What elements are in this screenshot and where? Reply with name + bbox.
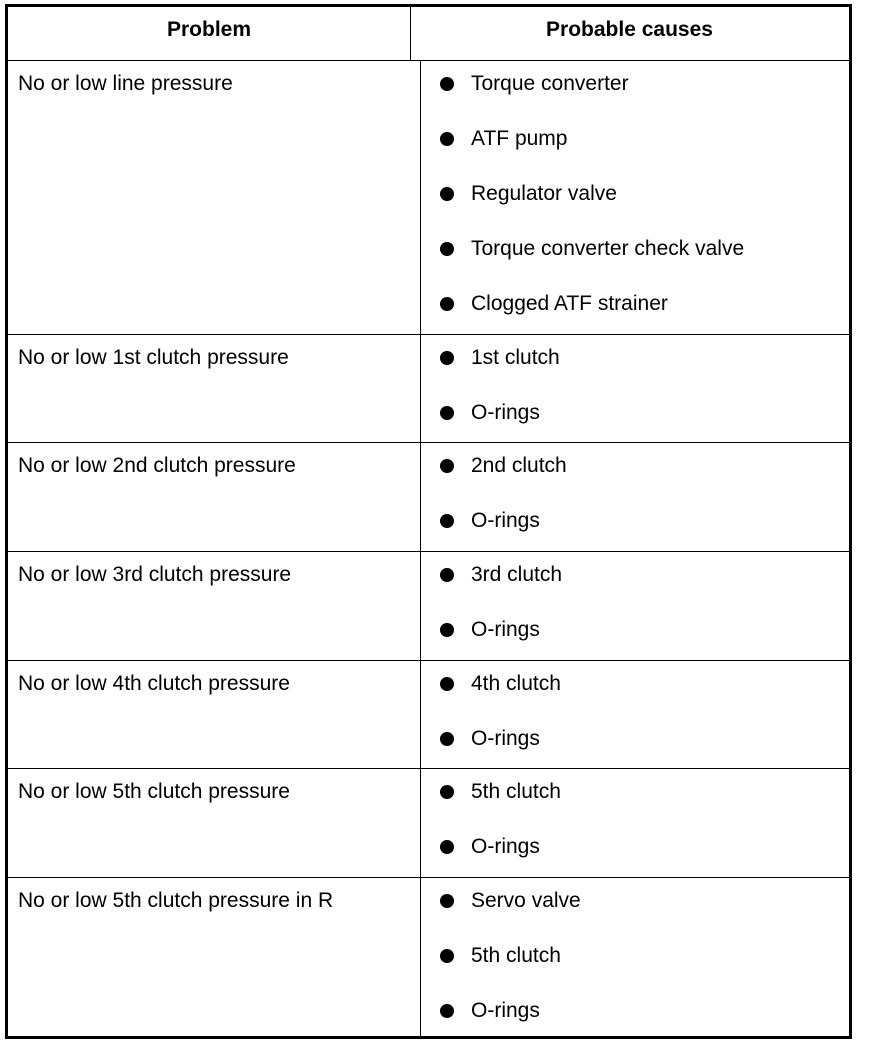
list-item: O-rings xyxy=(410,716,849,771)
list-item: 2nd clutch xyxy=(410,443,849,498)
problem-cell: No or low 5th clutch pressure xyxy=(8,769,421,877)
bullet-icon xyxy=(440,1004,454,1018)
header-problem: Problem xyxy=(8,7,411,60)
list-item: 1st clutch xyxy=(410,335,849,390)
cause-text: Servo valve xyxy=(471,889,581,912)
header-row: Problem Probable causes xyxy=(8,7,849,61)
causes-cell: 5th clutch O-rings xyxy=(410,769,849,877)
cause-text: O-rings xyxy=(471,999,540,1022)
cause-text: O-rings xyxy=(471,727,540,750)
table-row: No or low 5th clutch pressure in R Servo … xyxy=(8,878,849,1036)
bullet-icon xyxy=(440,568,454,582)
bullet-icon xyxy=(440,514,454,528)
list-item: Servo valve xyxy=(410,878,849,933)
cause-text: O-rings xyxy=(471,835,540,858)
causes-cell: Servo valve 5th clutch O-rings xyxy=(410,878,849,1036)
table-row: No or low 2nd clutch pressure 2nd clutch O… xyxy=(8,443,849,552)
cause-text: ATF pump xyxy=(471,127,568,150)
problem-cell: No or low line pressure xyxy=(8,61,421,334)
table-row: No or low line pressure Torque converter A… xyxy=(8,61,849,335)
list-item: O-rings xyxy=(410,607,849,662)
list-item: Torque converter xyxy=(410,61,849,116)
bullet-icon xyxy=(440,677,454,691)
cause-text: Regulator valve xyxy=(471,182,617,205)
causes-cell: 1st clutch O-rings xyxy=(410,335,849,442)
cause-text: O-rings xyxy=(471,509,540,532)
table-row: No or low 3rd clutch pressure 3rd clutch O… xyxy=(8,552,849,661)
list-item: Regulator valve xyxy=(410,171,849,226)
cause-text: Torque converter xyxy=(471,72,629,95)
bullet-icon xyxy=(440,894,454,908)
bullet-icon xyxy=(440,132,454,146)
causes-cell: Torque converter ATF pump Regulator valve T… xyxy=(410,61,849,334)
causes-cell: 4th clutch O-rings xyxy=(410,661,849,768)
cause-text: 4th clutch xyxy=(471,672,561,695)
list-item: ATF pump xyxy=(410,116,849,171)
troubleshooting-table: Problem Probable causes No or low line p… xyxy=(5,4,852,1039)
cause-text: 5th clutch xyxy=(471,780,561,803)
problem-cell: No or low 3rd clutch pressure xyxy=(8,552,421,660)
bullet-icon xyxy=(440,297,454,311)
problem-cell: No or low 5th clutch pressure in R xyxy=(8,878,421,1036)
list-item: 5th clutch xyxy=(410,769,849,824)
cause-text: O-rings xyxy=(471,401,540,424)
bullet-icon xyxy=(440,785,454,799)
problem-cell: No or low 4th clutch pressure xyxy=(8,661,421,768)
header-probable-causes: Probable causes xyxy=(546,18,713,41)
list-item: O-rings xyxy=(410,988,849,1043)
bullet-icon xyxy=(440,406,454,420)
bullet-icon xyxy=(440,77,454,91)
bullet-icon xyxy=(440,949,454,963)
cause-text: 2nd clutch xyxy=(471,454,567,477)
list-item: 3rd clutch xyxy=(410,552,849,607)
bullet-icon xyxy=(440,623,454,637)
problem-cell: No or low 2nd clutch pressure xyxy=(8,443,421,551)
bullet-icon xyxy=(440,840,454,854)
cause-text: 1st clutch xyxy=(471,346,560,369)
problem-cell: No or low 1st clutch pressure xyxy=(8,335,421,442)
list-item: 4th clutch xyxy=(410,661,849,716)
list-item: O-rings xyxy=(410,390,849,445)
list-item: Clogged ATF strainer xyxy=(410,281,849,336)
causes-cell: 2nd clutch O-rings xyxy=(410,443,849,551)
table-row: No or low 5th clutch pressure 5th clutch O… xyxy=(8,769,849,878)
cause-text: Torque converter check valve xyxy=(471,237,745,260)
table-row: No or low 4th clutch pressure 4th clutch O… xyxy=(8,661,849,769)
list-item: 5th clutch xyxy=(410,933,849,988)
list-item: O-rings xyxy=(410,498,849,553)
bullet-icon xyxy=(440,351,454,365)
list-item: O-rings xyxy=(410,824,849,879)
bullet-icon xyxy=(440,732,454,746)
bullet-icon xyxy=(440,459,454,473)
causes-cell: 3rd clutch O-rings xyxy=(410,552,849,660)
bullet-icon xyxy=(440,187,454,201)
table-row: No or low 1st clutch pressure 1st clutch O… xyxy=(8,335,849,443)
cause-text: Clogged ATF strainer xyxy=(471,292,668,315)
list-item: Torque converter check valve xyxy=(410,226,849,281)
cause-text: 3rd clutch xyxy=(471,563,563,586)
cause-text: 5th clutch xyxy=(471,944,561,967)
bullet-icon xyxy=(440,242,454,256)
cause-text: O-rings xyxy=(471,618,540,641)
